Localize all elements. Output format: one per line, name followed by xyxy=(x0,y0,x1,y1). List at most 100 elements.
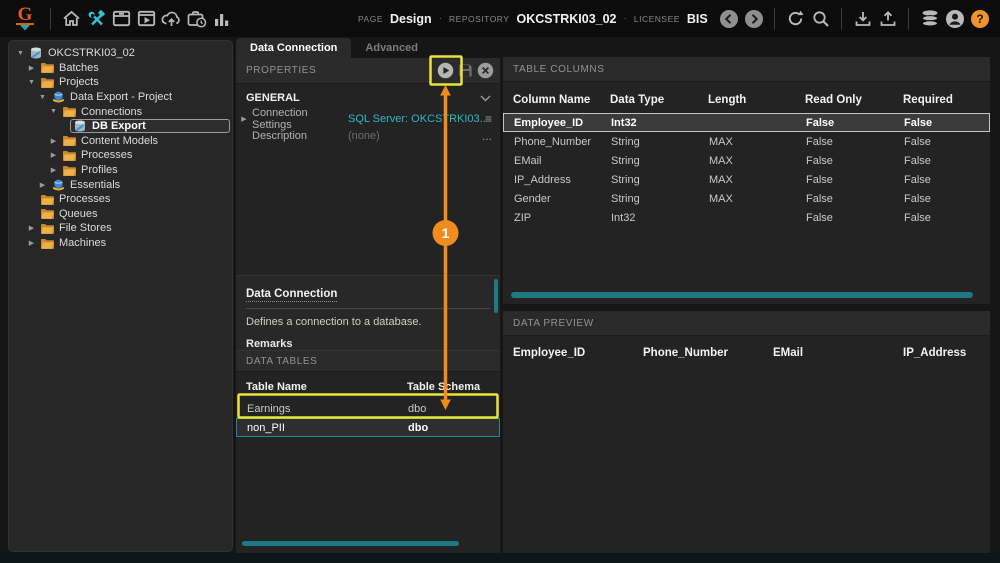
database-stack-icon[interactable] xyxy=(917,7,942,31)
tree-item-body[interactable]: Profiles xyxy=(59,163,230,177)
save-icon[interactable] xyxy=(457,62,474,79)
tree-item-body[interactable]: Connections xyxy=(59,105,230,119)
tree-item-body[interactable]: Projects xyxy=(37,75,230,89)
batch-box-icon[interactable] xyxy=(109,7,134,31)
table-column-row-employee-id[interactable]: Employee_ID Int32 False False xyxy=(503,113,990,132)
tree-item-body[interactable]: Processes xyxy=(37,192,230,206)
tree-item-body[interactable]: Data Export - Project xyxy=(48,90,230,104)
connection-settings-value[interactable]: SQL Server: OKCSTRKI03... xyxy=(348,112,485,125)
menu-icon[interactable]: ≡ xyxy=(484,111,492,126)
media-box-icon[interactable] xyxy=(134,7,159,31)
tree-expander-icon[interactable]: ▶ xyxy=(50,167,57,175)
tree-expander-icon[interactable]: ▶ xyxy=(28,64,35,72)
table-column-row-ip-address[interactable]: IP_Address String MAX False False xyxy=(503,170,990,189)
tree-expander-icon[interactable]: ▶ xyxy=(28,240,35,248)
data-tables-column-headers: Table Name Table Schema xyxy=(236,378,500,396)
tree-item-queues[interactable]: Queues xyxy=(9,207,232,222)
tree-item-projects[interactable]: ▼ Projects xyxy=(9,75,232,90)
table-column-row-gender[interactable]: Gender String MAX False False xyxy=(503,189,990,208)
tree-item-body[interactable]: Machines xyxy=(37,236,230,250)
divider xyxy=(774,7,775,30)
cloud-upload-icon[interactable] xyxy=(159,7,184,31)
tree-expander-icon[interactable]: ▶ xyxy=(39,181,46,189)
tree-item-okcstrki03-02[interactable]: ▼ OKCSTRKI03_02 xyxy=(9,46,232,61)
chevron-down-icon[interactable] xyxy=(480,95,491,102)
tree-item-content-models[interactable]: ▶ Content Models xyxy=(9,134,232,149)
home-icon[interactable] xyxy=(59,7,84,31)
tree-item-body[interactable]: Content Models xyxy=(59,134,230,148)
refresh-icon[interactable] xyxy=(783,7,808,31)
data-tables-grid: Table Name Table Schema Earnings dbo non_P… xyxy=(236,378,500,437)
horizontal-scrollbar[interactable] xyxy=(511,292,973,298)
tree-item-body[interactable]: DB Export xyxy=(70,119,230,134)
user-icon[interactable] xyxy=(942,7,967,31)
design-tools-icon[interactable] xyxy=(84,7,109,31)
tree-expander-icon[interactable]: ▶ xyxy=(50,137,57,145)
table-column-row-email[interactable]: EMail String MAX False False xyxy=(503,151,990,170)
tree-item-body[interactable]: Processes xyxy=(59,148,230,162)
tree-item-data-export-project[interactable]: ▼ Data Export - Project xyxy=(9,90,232,105)
tree-expander-icon[interactable]: ▶ xyxy=(50,152,57,160)
project-icon xyxy=(50,91,66,103)
vertical-scrollbar[interactable] xyxy=(494,279,498,313)
data-table-row-earnings[interactable]: Earnings dbo xyxy=(236,399,500,418)
connection-settings-row[interactable]: ▶ Connection Settings SQL Server: OKCSTR… xyxy=(236,107,500,131)
tree-item-processes[interactable]: Processes xyxy=(9,192,232,207)
cell: Int32 xyxy=(611,116,637,129)
folder-icon xyxy=(39,208,55,220)
data-tables-header: DATA TABLES xyxy=(236,350,500,372)
tree-item-processes[interactable]: ▶ Processes xyxy=(9,148,232,163)
tree-item-essentials[interactable]: ▶ Essentials xyxy=(9,177,232,192)
stats-icon[interactable] xyxy=(209,7,234,31)
grooper-logo: G xyxy=(8,5,42,31)
cell: String xyxy=(611,154,640,167)
tree-expander-icon[interactable]: ▼ xyxy=(50,108,57,116)
tree-expander-icon[interactable]: ▼ xyxy=(28,78,35,86)
forward-icon[interactable] xyxy=(741,7,766,31)
table-column-row-zip[interactable]: ZIP Int32 False False xyxy=(503,208,990,227)
close-icon[interactable] xyxy=(477,62,494,79)
tree-item-label: File Stores xyxy=(59,222,112,235)
search-icon[interactable] xyxy=(808,7,833,31)
ellipsis-button[interactable]: ... xyxy=(481,128,492,143)
general-label: GENERAL xyxy=(246,92,300,104)
column-header: Data Type xyxy=(610,94,665,106)
cell: False xyxy=(904,173,931,186)
tree-item-body[interactable]: Essentials xyxy=(48,178,230,192)
tree-expander-icon[interactable]: ▶ xyxy=(28,225,35,233)
briefcase-clock-icon[interactable] xyxy=(184,7,209,31)
upload-icon[interactable] xyxy=(875,7,900,31)
tab-advanced[interactable]: Advanced xyxy=(365,42,418,54)
expand-arrow-icon[interactable]: ▶ xyxy=(241,115,247,123)
tree-item-body[interactable]: Batches xyxy=(37,61,230,75)
description-row[interactable]: Description (none) ... xyxy=(236,127,500,144)
tree-item-profiles[interactable]: ▶ Profiles xyxy=(9,163,232,178)
cell: MAX xyxy=(709,192,733,205)
column-header: Table Name xyxy=(246,381,307,393)
table-columns-column-headers: Column Name Data Type Length Read Only Requi… xyxy=(503,87,990,113)
tree-item-body[interactable]: File Stores xyxy=(37,221,230,235)
tree-item-connections[interactable]: ▼ Connections xyxy=(9,104,232,119)
tree-item-body[interactable]: OKCSTRKI03_02 xyxy=(26,46,230,60)
tree-item-label: Machines xyxy=(59,237,107,250)
play-icon[interactable] xyxy=(437,62,454,79)
tree-expander-icon[interactable]: ▼ xyxy=(17,49,24,57)
tree-item-file-stores[interactable]: ▶ File Stores xyxy=(9,221,232,236)
help-icon[interactable]: ? xyxy=(967,7,992,31)
cell: Gender xyxy=(514,192,551,205)
table-column-row-phone-number[interactable]: Phone_Number String MAX False False xyxy=(503,132,990,151)
tree-item-machines[interactable]: ▶ Machines xyxy=(9,236,232,251)
tree-item-batches[interactable]: ▶ Batches xyxy=(9,61,232,76)
tree-item-db-export[interactable]: DB Export xyxy=(9,119,232,134)
description-value[interactable]: (none) xyxy=(348,129,380,142)
data-table-row-non-pii[interactable]: non_PII dbo xyxy=(236,418,500,437)
tab-data-connection[interactable]: Data Connection xyxy=(236,38,352,58)
horizontal-scrollbar[interactable] xyxy=(242,541,459,546)
download-icon[interactable] xyxy=(850,7,875,31)
cell: dbo xyxy=(408,402,427,415)
dot-separator: · xyxy=(438,13,443,24)
back-icon[interactable] xyxy=(716,7,741,31)
cell: dbo xyxy=(408,421,429,434)
tree-expander-icon[interactable]: ▼ xyxy=(39,93,46,101)
tree-item-body[interactable]: Queues xyxy=(37,207,230,221)
